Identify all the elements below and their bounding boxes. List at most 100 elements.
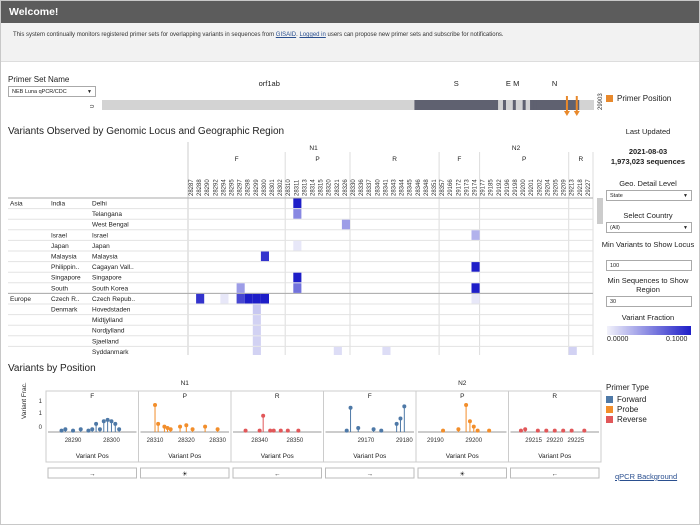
- heatmap-cell[interactable]: [236, 283, 245, 293]
- variant-point[interactable]: [471, 424, 476, 429]
- variant-point[interactable]: [178, 424, 183, 429]
- heatmap-cell[interactable]: [471, 283, 480, 293]
- variant-point[interactable]: [569, 428, 574, 433]
- heatmap-cell[interactable]: [471, 293, 480, 304]
- variant-point[interactable]: [441, 428, 446, 433]
- position-label: 29198: [513, 179, 519, 196]
- logged-in-link[interactable]: Logged in: [299, 32, 326, 38]
- variant-point[interactable]: [90, 427, 95, 432]
- min-sequences-input[interactable]: 30: [606, 296, 692, 307]
- variant-point[interactable]: [544, 428, 549, 433]
- variant-point[interactable]: [268, 428, 273, 433]
- variant-point[interactable]: [398, 416, 403, 421]
- x-axis-label: Variant Pos: [538, 453, 572, 460]
- variant-point[interactable]: [86, 428, 91, 433]
- group-label: N1: [181, 380, 190, 387]
- variant-point[interactable]: [271, 428, 276, 433]
- heatmap-cell[interactable]: [252, 293, 261, 304]
- variant-point[interactable]: [101, 419, 106, 424]
- heatmap-cell[interactable]: [568, 346, 577, 355]
- variant-point[interactable]: [156, 421, 161, 426]
- variant-point[interactable]: [518, 428, 523, 433]
- heatmap-cell[interactable]: [236, 293, 245, 304]
- country-value: (All): [610, 225, 620, 231]
- heatmap-cell[interactable]: [293, 209, 302, 219]
- heatmap-cell[interactable]: [252, 336, 261, 346]
- variant-point[interactable]: [203, 424, 208, 429]
- variant-point[interactable]: [168, 427, 173, 432]
- geo-detail-select[interactable]: State ▼: [606, 190, 692, 201]
- variant-point[interactable]: [582, 428, 587, 433]
- heatmap-cell[interactable]: [471, 262, 480, 272]
- variant-point[interactable]: [153, 403, 158, 407]
- heatmap-cell[interactable]: [260, 251, 269, 262]
- heatmap-cell[interactable]: [293, 283, 302, 293]
- x-axis-label: Variant Pos: [353, 453, 387, 460]
- variant-point[interactable]: [487, 428, 492, 433]
- variant-point[interactable]: [117, 427, 122, 432]
- country-label: Japan: [51, 243, 69, 250]
- min-variants-input[interactable]: 100: [606, 260, 692, 271]
- variant-point[interactable]: [394, 421, 399, 426]
- table-scrollbar[interactable]: [597, 198, 603, 224]
- gene-label: M: [513, 79, 519, 88]
- variant-point[interactable]: [456, 427, 461, 432]
- heatmap-cell[interactable]: [293, 198, 302, 209]
- variant-point[interactable]: [552, 428, 557, 433]
- variant-point[interactable]: [109, 419, 114, 424]
- variant-point[interactable]: [162, 424, 167, 429]
- heatmap-cell[interactable]: [260, 293, 269, 304]
- variant-point[interactable]: [278, 428, 283, 433]
- variant-point[interactable]: [243, 428, 248, 433]
- variant-point[interactable]: [344, 428, 349, 433]
- heatmap-cell[interactable]: [341, 219, 350, 230]
- variant-point[interactable]: [296, 428, 301, 433]
- variant-point[interactable]: [257, 428, 262, 433]
- variant-point[interactable]: [78, 427, 83, 432]
- variant-point[interactable]: [97, 427, 102, 432]
- heatmap-cell[interactable]: [220, 293, 229, 304]
- variant-point[interactable]: [63, 427, 68, 432]
- variant-point[interactable]: [371, 427, 376, 432]
- variant-point[interactable]: [348, 405, 353, 410]
- heatmap-cell[interactable]: [252, 315, 261, 325]
- primer-set-select[interactable]: NEB Luna qPCR/CDC ▼: [8, 86, 96, 97]
- heatmap-cell[interactable]: [252, 325, 261, 336]
- variant-point[interactable]: [285, 428, 290, 433]
- heatmap-cell[interactable]: [252, 304, 261, 315]
- variant-point[interactable]: [165, 425, 170, 430]
- heatmap-cell[interactable]: [293, 240, 302, 251]
- variant-point[interactable]: [59, 428, 64, 433]
- qpcr-background-link[interactable]: qPCR Background: [615, 472, 678, 481]
- heatmap-cell[interactable]: [471, 230, 480, 240]
- intro-text: This system continually monitors registe…: [1, 23, 699, 62]
- variant-point[interactable]: [105, 417, 110, 422]
- primer-set-value: NEB Luna qPCR/CDC: [12, 89, 67, 95]
- position-label: 29209: [562, 179, 568, 196]
- variant-point[interactable]: [464, 403, 469, 407]
- variant-point[interactable]: [523, 427, 528, 432]
- variant-point[interactable]: [113, 421, 118, 426]
- variant-point[interactable]: [475, 428, 480, 433]
- variant-point[interactable]: [356, 425, 361, 430]
- heatmap-cell[interactable]: [252, 346, 261, 355]
- variant-point[interactable]: [535, 428, 540, 433]
- heatmap-cell[interactable]: [196, 293, 205, 304]
- variant-point[interactable]: [467, 419, 472, 424]
- country-select[interactable]: (All) ▼: [606, 222, 692, 233]
- heatmap-cell[interactable]: [333, 346, 342, 355]
- variant-point[interactable]: [379, 428, 384, 433]
- variant-point[interactable]: [215, 427, 220, 432]
- variant-point[interactable]: [261, 413, 266, 418]
- heatmap-cell[interactable]: [382, 346, 391, 355]
- variant-point[interactable]: [402, 404, 407, 409]
- x-tick: 28290: [65, 438, 82, 444]
- heatmap-cell[interactable]: [244, 293, 253, 304]
- gisaid-link[interactable]: GISAID: [275, 32, 297, 38]
- variant-point[interactable]: [561, 428, 566, 433]
- variant-point[interactable]: [190, 427, 195, 432]
- variant-point[interactable]: [71, 428, 76, 433]
- variant-point[interactable]: [184, 423, 189, 428]
- heatmap-cell[interactable]: [293, 272, 302, 283]
- variant-point[interactable]: [94, 421, 99, 426]
